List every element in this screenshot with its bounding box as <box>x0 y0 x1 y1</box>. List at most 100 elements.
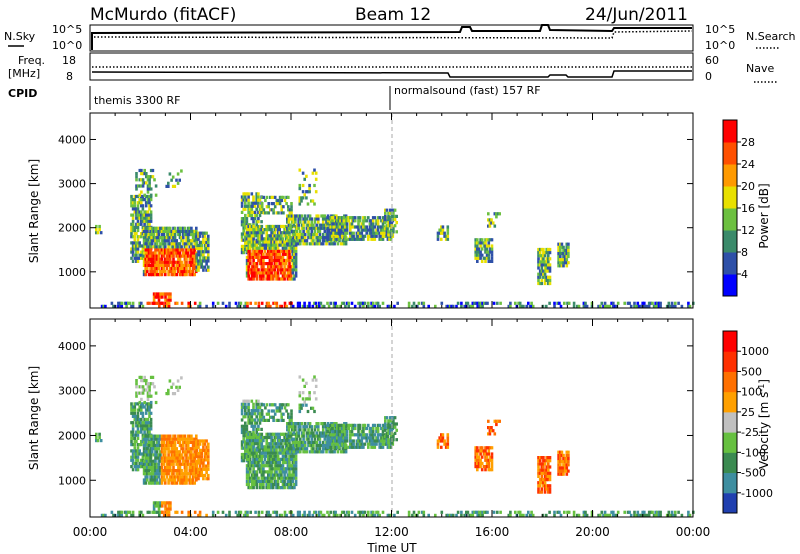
power-echo-cell <box>275 304 279 308</box>
velocity-echo-cell <box>140 443 143 447</box>
power-echo-cell <box>130 241 133 245</box>
power-echo-cell <box>244 235 247 239</box>
velocity-echo-cell <box>144 434 147 438</box>
velocity-echo-cell <box>193 459 196 463</box>
power-echo-cell <box>436 231 440 235</box>
velocity-echo-cell <box>242 456 245 460</box>
velocity-echo-cell <box>257 424 260 428</box>
power-echo-cell <box>170 266 174 271</box>
power-echo-cell <box>253 210 257 214</box>
power-echo-cell <box>349 216 352 220</box>
power-echo-cell <box>250 192 254 196</box>
velocity-echo-cell <box>373 445 377 449</box>
velocity-echo-cell <box>253 464 257 468</box>
velocity-echo-cell <box>273 435 277 440</box>
velocity-echo-cell <box>133 446 137 450</box>
velocity-echo-cell <box>333 422 336 426</box>
power-echo-cell <box>517 301 520 305</box>
velocity-echo-cell <box>289 473 293 477</box>
power-echo-cell <box>484 256 487 260</box>
velocity-echo-cell <box>350 426 354 431</box>
velocity-echo-cell <box>376 439 380 443</box>
power-echo-cell <box>276 243 280 247</box>
velocity-echo-cell <box>381 433 385 437</box>
power-echo-cell <box>292 217 296 221</box>
power-echo-cell <box>652 304 656 308</box>
power-echo-cell <box>385 227 389 231</box>
velocity-echo-cell <box>270 403 274 407</box>
power-echo-cell <box>249 252 252 256</box>
power-echo-cell <box>608 304 612 308</box>
velocity-echo-cell <box>370 433 373 437</box>
velocity-echo-cell <box>476 465 479 469</box>
power-echo-cell <box>245 234 249 238</box>
power-echo-cell <box>283 258 286 263</box>
power-echo-cell <box>250 265 254 269</box>
power-echo-cell <box>336 242 340 246</box>
velocity-echo-cell <box>136 414 140 418</box>
velocity-echo-cell <box>262 448 265 452</box>
velocity-echo-cell <box>289 467 293 471</box>
power-echo-cell <box>440 237 443 241</box>
velocity-echo-cell <box>159 456 162 460</box>
velocity-echo-cell <box>183 481 187 485</box>
power-echo-cell <box>323 223 327 227</box>
power-echo-cell <box>258 234 262 238</box>
power-echo-cell <box>280 304 283 308</box>
velocity-echo-cell <box>278 457 281 461</box>
power-echo-cell <box>157 295 161 299</box>
power-echo-cell <box>318 226 322 230</box>
power-echo-cell <box>155 269 159 274</box>
power-echo-cell <box>305 217 309 221</box>
velocity-echo-cell <box>329 445 332 449</box>
power-echo-cell <box>448 304 452 308</box>
velocity-echo-cell <box>482 465 486 469</box>
velocity-echo-cell <box>286 482 290 487</box>
power-echo-cell <box>267 271 270 275</box>
power-echo-cell <box>273 265 277 269</box>
velocity-echo-cell <box>144 472 147 476</box>
velocity-echo-cell <box>363 423 367 427</box>
power-echo-cell <box>160 273 164 277</box>
power-echo-cell <box>244 201 247 205</box>
velocity-echo-cell <box>154 434 157 438</box>
power-echo-cell <box>647 304 651 308</box>
power-echo-cell <box>207 243 210 248</box>
velocity-echo-cell <box>138 461 141 465</box>
power-echo-cell <box>350 216 354 220</box>
velocity-echo-cell <box>281 448 285 452</box>
power-echo-cell <box>143 219 146 223</box>
velocity-echo-cell <box>267 412 270 416</box>
velocity-echo-cell <box>167 478 170 482</box>
velocity-echo-cell <box>249 464 252 468</box>
velocity-echo-cell <box>275 448 278 452</box>
velocity-echo-cell <box>277 418 280 422</box>
power-echo-cell <box>205 304 208 308</box>
power-echo-cell <box>142 245 146 249</box>
power-echo-cell <box>147 226 151 230</box>
power-echo-cell <box>183 269 187 274</box>
power-echo-cell <box>563 248 567 252</box>
power-echo-cell <box>362 219 365 223</box>
velocity-echo-cell <box>191 443 195 448</box>
velocity-echo-cell <box>133 465 137 469</box>
power-echo-cell <box>148 178 151 182</box>
velocity-echo-cell <box>344 445 347 449</box>
power-echo-cell <box>185 251 188 255</box>
velocity-echo-cell <box>443 439 446 443</box>
power-echo-cell <box>378 237 381 241</box>
power-echo-cell <box>154 295 157 299</box>
power-echo-cell <box>169 298 172 302</box>
power-echo-cell <box>190 248 193 252</box>
power-echo-cell <box>136 201 140 205</box>
power-echo-cell <box>252 252 255 256</box>
power-echo-cell <box>272 301 275 305</box>
velocity-echo-cell <box>260 442 264 446</box>
velocity-echo-cell <box>440 436 443 440</box>
velocity-echo-cell <box>131 424 135 428</box>
velocity-echo-cell <box>249 476 252 480</box>
power-echo-cell <box>287 195 290 199</box>
power-echo-cell <box>260 246 264 250</box>
power-echo-cell <box>252 268 255 272</box>
power-echo-cell <box>175 251 178 255</box>
